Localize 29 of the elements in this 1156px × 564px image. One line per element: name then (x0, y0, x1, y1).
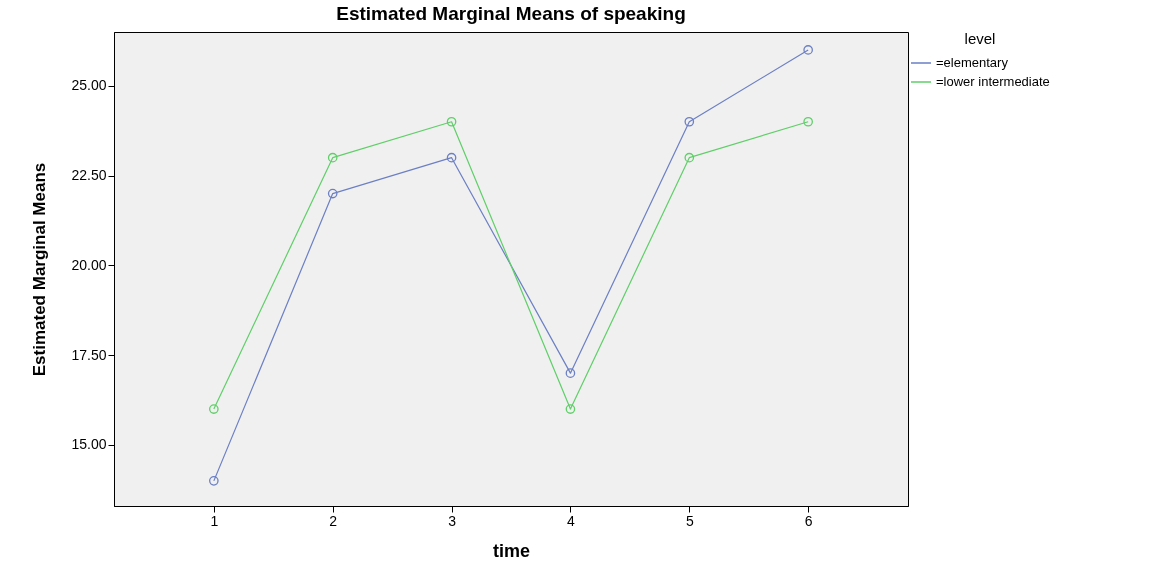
x-tick-label: 5 (685, 512, 694, 529)
point (446, 116, 457, 127)
y-tick-label: 25.00 (71, 77, 107, 94)
point (684, 116, 695, 127)
legend-label: =elementary (936, 55, 1009, 70)
point (209, 404, 219, 414)
x-tick-label: 2 (329, 512, 338, 529)
point (565, 404, 576, 414)
point (446, 152, 457, 163)
point (327, 152, 338, 163)
y-tick-label: 15.00 (71, 436, 107, 453)
legend-title: level (964, 30, 996, 47)
chart-title: Estimated Marginal Means of speaking (336, 3, 686, 24)
point (209, 476, 219, 486)
point (565, 368, 576, 378)
point (803, 116, 813, 127)
y-tick-label: 17.50 (71, 346, 107, 363)
point (327, 188, 338, 199)
x-tick-label: 3 (448, 512, 457, 529)
x-tick-label: 4 (567, 512, 576, 529)
y-tick-label: 22.50 (71, 167, 107, 184)
y-tick-label: 20.00 (71, 256, 107, 273)
y-axis-title: Estimated Marginal Means (30, 162, 50, 377)
x-axis-title: time (492, 540, 531, 561)
x-tick-label: 6 (804, 512, 813, 529)
point (803, 45, 813, 55)
point (684, 152, 695, 163)
legend-label: =lower intermediate (936, 74, 1050, 89)
x-tick-label: 1 (210, 512, 219, 529)
